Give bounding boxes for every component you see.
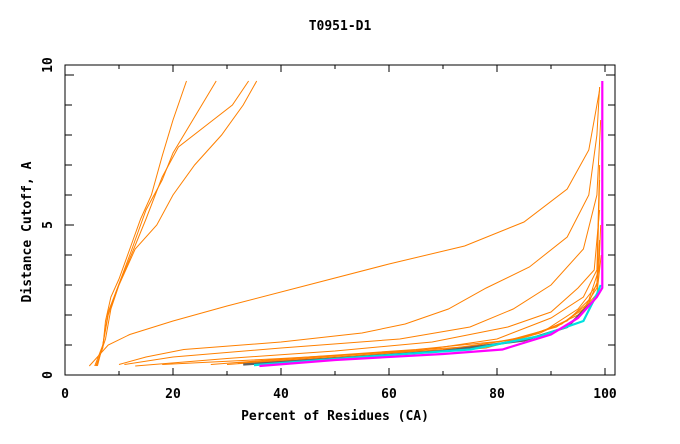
y-axis-label: Distance Cutoff, A: [20, 161, 35, 302]
series-line-model-l: [237, 266, 601, 364]
series-line-model-magenta: [259, 81, 604, 368]
series-line-model-j: [210, 239, 601, 365]
series-line-model-n: [280, 179, 601, 364]
x-tick-label: 40: [273, 387, 289, 402]
chart-title: T0951-D1: [309, 19, 372, 34]
x-tick-label: 0: [61, 387, 69, 402]
series-line-model-cyan: [253, 284, 602, 367]
series-group: [88, 80, 604, 368]
x-tick-label: 80: [489, 387, 505, 402]
series-line-model-d: [94, 80, 250, 367]
x-tick-label: 60: [381, 387, 397, 402]
axis-ticks: 0 20 40 60 80 100 0 5 10: [41, 57, 617, 402]
series-line-model-f: [118, 86, 601, 365]
x-tick-label: 100: [593, 387, 617, 402]
series-line-model-b: [96, 80, 217, 367]
x-axis-label: Percent of Residues (CA): [241, 409, 429, 424]
series-line-model-c: [95, 80, 258, 367]
y-tick-label: 5: [41, 221, 56, 229]
series-line-model-e: [88, 89, 601, 367]
series-line-model-h: [135, 209, 601, 367]
y-tick-label: 10: [41, 57, 56, 73]
y-tick-label: 0: [41, 371, 56, 379]
plot-frame: [64, 64, 616, 376]
x-tick-label: 20: [165, 387, 181, 402]
series-line-model-a: [95, 80, 187, 367]
series-line-model-g: [124, 119, 602, 365]
